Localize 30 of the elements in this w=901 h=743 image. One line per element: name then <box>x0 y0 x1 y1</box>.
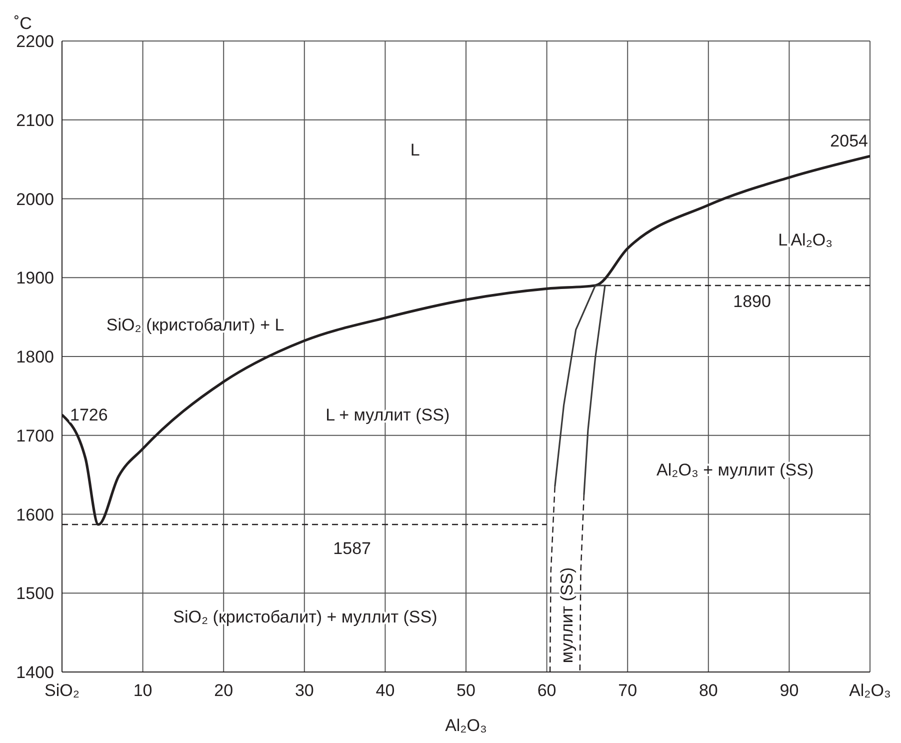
annotation: L <box>410 140 420 160</box>
y-tick-label: 1400 <box>16 663 54 682</box>
x-tick-label: 80 <box>698 681 718 700</box>
y-tick-label: 1900 <box>16 268 54 288</box>
x-tick-label: 50 <box>456 681 476 700</box>
annotation: муллит (SS) <box>558 567 576 664</box>
x-tick-label: 20 <box>214 681 234 700</box>
x-tick-label: Al₂O₃ <box>849 681 891 700</box>
annotation: 1587 <box>333 539 371 558</box>
annotation: 2054 <box>830 132 868 151</box>
y-tick-label: 2000 <box>16 190 54 209</box>
x-tick-label: 30 <box>294 681 314 700</box>
y-tick-label: 1600 <box>16 505 54 524</box>
y-tick-label: 1800 <box>16 348 54 367</box>
x-tick-label: 90 <box>780 681 799 700</box>
x-axis-title: Al₂O₃ <box>445 716 487 735</box>
line-series <box>554 284 606 496</box>
y-tick-label: 1700 <box>16 426 54 446</box>
y-tick-label: 2100 <box>16 110 54 130</box>
annotation: L Al₂O₃ <box>778 230 833 250</box>
x-tick-label: 60 <box>537 681 556 700</box>
annotation: 1890 <box>733 292 771 312</box>
x-tick-label: 40 <box>376 681 395 700</box>
annotation: 1726 <box>70 405 108 424</box>
y-tick-label: 1500 <box>16 584 54 604</box>
x-tick-label: 70 <box>618 681 638 700</box>
x-tick-label: SiO₂ <box>44 681 80 700</box>
y-axis-title: ˚C <box>14 14 32 33</box>
x-tick-label: 10 <box>133 681 152 700</box>
y-tick-label: 2200 <box>16 32 54 52</box>
